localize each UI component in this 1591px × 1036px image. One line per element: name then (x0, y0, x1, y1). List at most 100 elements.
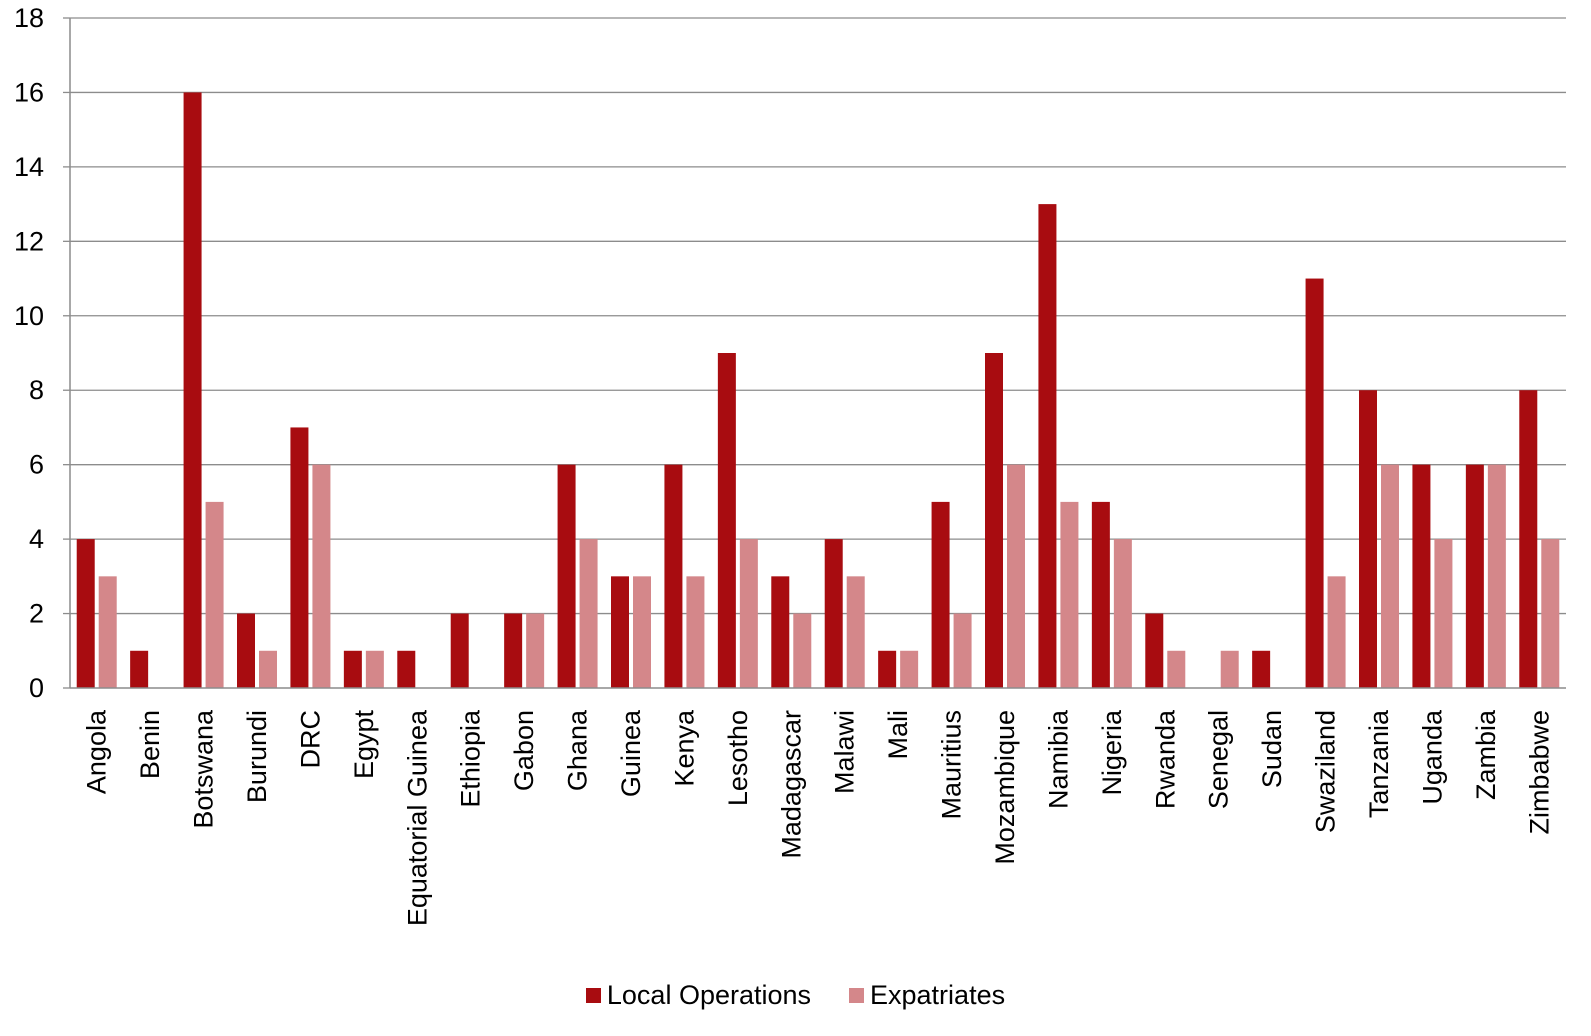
x-tick-label: Benin (135, 710, 165, 779)
bar-local-operations-swaziland (1305, 278, 1324, 688)
legend-label-expatriates: Expatriates (870, 980, 1006, 1010)
x-tick-label: Botswana (189, 709, 219, 829)
legend-item-local-operations: Local Operations (585, 980, 812, 1011)
bar-local-operations-tanzania (1359, 390, 1377, 688)
x-tick-label: Egypt (349, 710, 379, 780)
legend-swatch-local-operations (585, 988, 601, 1003)
x-tick-label: Mauritius (937, 710, 967, 820)
bar-local-operations-uganda (1412, 464, 1431, 688)
bar-local-operations-mozambique (985, 353, 1003, 688)
bar-local-operations-egypt (343, 650, 362, 688)
x-tick-label: Swaziland (1311, 710, 1341, 833)
x-tick-label: Guinea (616, 709, 646, 797)
x-tick-label: Angola (82, 709, 112, 794)
y-tick-label: 18 (14, 3, 44, 33)
bar-expatriates-namibia (1060, 501, 1079, 688)
bar-local-operations-angola (76, 539, 95, 688)
y-tick-label: 6 (29, 450, 44, 480)
axes (69, 18, 1566, 689)
bar-expatriates-swaziland (1327, 576, 1346, 688)
x-tick-label: Ghana (563, 709, 593, 791)
y-tick-label: 2 (29, 599, 44, 629)
x-tick-label: Mali (883, 710, 913, 760)
y-tick-label: 12 (14, 226, 44, 256)
x-tick-label: Equatorial Guinea (402, 709, 432, 926)
bar-local-operations-lesotho (717, 353, 736, 688)
legend-item-expatriates: Expatriates (849, 980, 1005, 1011)
x-tick-label: Nigeria (1097, 709, 1127, 796)
bar-local-operations-zambia (1465, 464, 1484, 688)
bar-expatriates-egypt (365, 650, 384, 688)
x-tick-label: Rwanda (1150, 709, 1180, 809)
x-tick-label: Gabon (509, 710, 539, 791)
bar-expatriates-kenya (686, 576, 705, 688)
x-tick-label: Uganda (1417, 709, 1447, 805)
bar-expatriates-nigeria (1113, 539, 1132, 688)
bar-local-operations-zimbabwe (1519, 390, 1538, 688)
bar-expatriates-angola (98, 576, 117, 688)
bar-expatriates-drc (312, 464, 331, 688)
x-tick-label: Tanzania (1364, 709, 1394, 818)
bar-expatriates-guinea (633, 576, 651, 688)
y-tick-label: 16 (14, 77, 44, 107)
bar-expatriates-mauritius (953, 613, 972, 688)
bar-expatriates-zimbabwe (1541, 539, 1560, 688)
bar-local-operations-kenya (664, 464, 683, 688)
bar-expatriates-malawi (846, 576, 865, 688)
y-tick-label: 8 (29, 375, 44, 405)
x-tick-label: Lesotho (723, 710, 753, 806)
bar-expatriates-tanzania (1381, 464, 1399, 688)
y-tick-labels: 0 2 4 6 8 10 12 14 16 18 (14, 3, 44, 703)
x-tick-label: Mozambique (990, 710, 1020, 865)
y-tick-label: 4 (29, 524, 44, 554)
bar-local-operations-ghana (557, 464, 576, 688)
bar-local-operations-gabon (504, 613, 523, 688)
x-tick-label: Sudan (1257, 710, 1287, 788)
bar-local-operations-rwanda (1145, 613, 1164, 688)
bar-local-operations-drc (290, 427, 309, 688)
bar-expatriates-mozambique (1007, 464, 1025, 688)
bar-local-operations-guinea (611, 576, 629, 688)
bar-local-operations-botswana (183, 92, 202, 688)
bar-expatriates-mali (900, 650, 919, 688)
bar-local-operations-malawi (824, 539, 843, 688)
bar-expatriates-burundi (259, 650, 277, 688)
y-tick-label: 0 (29, 673, 44, 703)
bar-local-operations-mali (878, 650, 897, 688)
x-tick-label: Burundi (242, 710, 272, 803)
bar-local-operations-namibia (1038, 204, 1057, 688)
x-tick-label: Senegal (1204, 710, 1234, 809)
bar-expatriates-lesotho (739, 539, 758, 688)
x-tick-label: DRC (295, 710, 325, 769)
bar-expatriates-botswana (205, 501, 224, 688)
bar-local-operations-sudan (1252, 650, 1271, 688)
x-tick-label: Madagascar (776, 710, 806, 859)
x-tick-labels: Angola Benin Botswana Burundi DRC Egypt Equato… (82, 709, 1555, 926)
bar-expatriates-ghana (579, 539, 598, 688)
legend-label-local-operations: Local Operations (606, 980, 812, 1010)
bar-expatriates-madagascar (793, 613, 812, 688)
legend: Local Operations Expatriates (0, 980, 1591, 1011)
legend-swatch-expatriates (849, 988, 865, 1003)
bar-expatriates-senegal (1220, 650, 1239, 688)
bar-local-operations-nigeria (1091, 501, 1110, 688)
bar-expatriates-zambia (1487, 464, 1506, 688)
x-tick-label: Ethiopia (456, 709, 486, 808)
x-tick-label: Malawi (830, 710, 860, 794)
x-tick-label: Kenya (669, 709, 699, 787)
bar-expatriates-rwanda (1167, 650, 1186, 688)
bar-local-operations-burundi (237, 613, 255, 688)
bar-expatriates-gabon (526, 613, 545, 688)
x-tick-label: Zambia (1471, 709, 1501, 800)
bar-local-operations-ethiopia (450, 613, 469, 688)
bar-local-operations-mauritius (931, 501, 950, 688)
bar-local-operations-equatorial-guinea (397, 650, 416, 688)
x-tick-label: Namibia (1043, 709, 1073, 809)
bars (76, 92, 1560, 688)
bar-expatriates-uganda (1434, 539, 1453, 688)
bar-local-operations-madagascar (771, 576, 790, 688)
y-tick-label: 14 (14, 152, 44, 182)
y-tick-label: 10 (14, 301, 44, 331)
